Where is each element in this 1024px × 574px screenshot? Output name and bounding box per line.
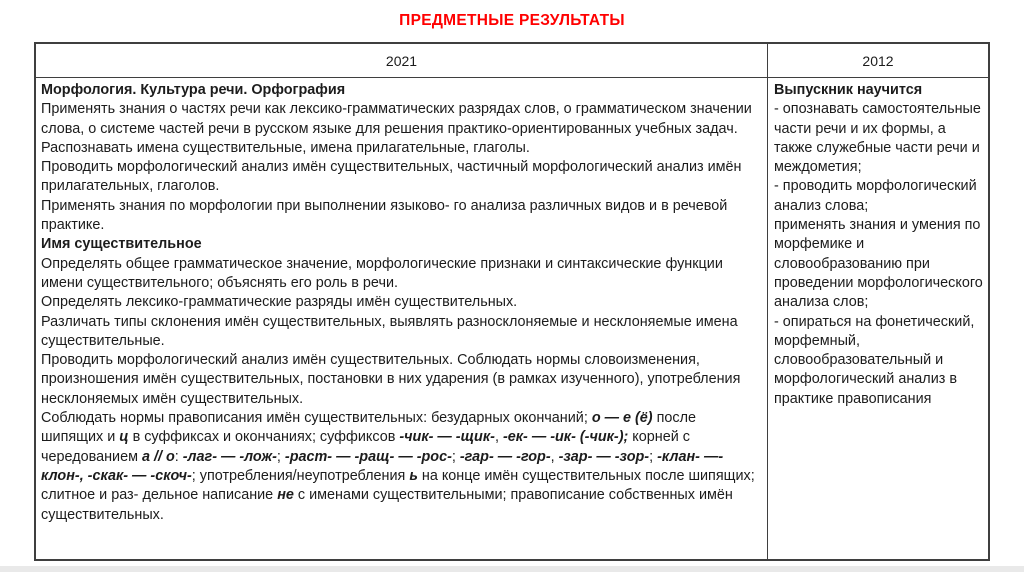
paragraph: Распознавать имена существительные, имен… [41,139,530,156]
paragraph: Определять лексико-грамматические разряд… [41,294,518,311]
results-table: 2021 2012 Морфология. Культура речи. Орф… [34,42,990,561]
paragraph: Проводить морфологический анализ имён су… [41,352,741,407]
paragraph: - проводить морфологический анализ слова… [774,178,977,214]
table-body-row: Морфология. Культура речи. Орфография При… [36,78,988,559]
paragraph: Проводить морфологический анализ имён су… [41,159,742,195]
table-header-row: 2021 2012 [36,44,988,78]
paragraph: - опознавать самостоятельные части речи … [774,101,981,176]
paragraph: Применять знания о частях речи как лекси… [41,101,752,137]
paragraph: применять знания и умения по морфемике и… [774,217,983,311]
paragraph: Применять знания по морфологии при выпол… [41,197,728,234]
paragraph: - опираться на фонетический, морфемный, … [774,313,975,407]
column-header-2012: 2012 [862,52,894,69]
paragraph: Выпускник научится [774,82,923,98]
paragraph: Определять общее грамматическое значение… [41,255,723,291]
column-header-2021: 2021 [36,44,768,77]
paragraph: Соблюдать нормы правописания имён сущест… [41,410,755,523]
paragraph: Различать типы склонения имён существите… [41,313,738,349]
paragraph: Морфология. Культура речи. Орфография [41,82,346,98]
cell-2021-content: Морфология. Культура речи. Орфография При… [36,78,768,559]
cell-2012-content: Выпускник научится - опознавать самостоят… [768,78,988,559]
paragraph: Имя существительное [41,236,202,253]
page-title: ПРЕДМЕТНЫЕ РЕЗУЛЬТАТЫ [399,12,625,29]
slide-bottom-strip [0,566,1024,572]
